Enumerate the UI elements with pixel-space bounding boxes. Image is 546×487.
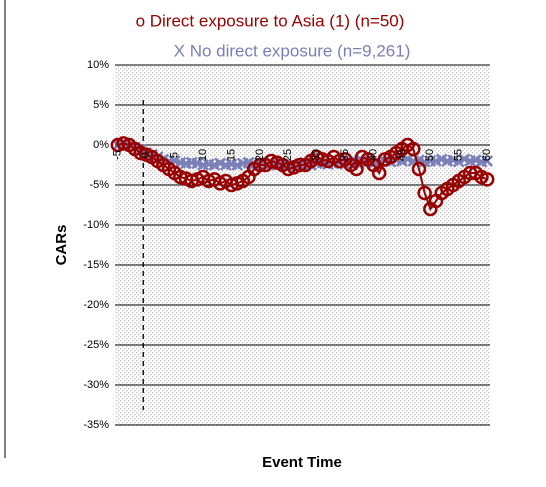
x-tick-label: 15: [225, 149, 237, 161]
y-tick-label: -15%: [83, 259, 109, 271]
y-tick-label: -30%: [83, 379, 109, 391]
x-tick-label: 30: [311, 149, 323, 161]
marker: [406, 141, 421, 157]
x-tick-label: 35: [339, 149, 351, 161]
y-tick-label: 10%: [87, 59, 109, 71]
y-axis-title: CARs: [53, 225, 70, 266]
marker: [481, 155, 494, 167]
x-tick-label: -5: [112, 150, 124, 160]
x-tick-label: 55: [453, 149, 465, 161]
y-tick-label: 0%: [93, 139, 109, 151]
x-tick-label: 40: [367, 149, 379, 161]
y-tick-label: 5%: [93, 99, 109, 111]
legend-entry: X No direct exposure (n=9,261): [174, 41, 411, 60]
x-tick-label: 50: [424, 149, 436, 161]
x-tick-label: 20: [254, 149, 266, 161]
x-tick-label: 60: [481, 149, 493, 161]
marker: [479, 172, 495, 187]
x-tick-label: 10: [197, 149, 209, 161]
y-tick-label: -25%: [83, 339, 109, 351]
plot-area: [115, 65, 490, 425]
marker: [371, 165, 387, 181]
legend-entry: o Direct exposure to Asia (1) (n=50): [136, 11, 405, 30]
x-tick-label: 45: [396, 149, 408, 161]
x-tick-label: 5: [169, 152, 181, 158]
marker: [417, 185, 432, 201]
y-tick-label: -10%: [83, 219, 109, 231]
x-tick-label: 0: [140, 152, 152, 158]
marker: [411, 161, 427, 177]
x-tick-label: 25: [282, 149, 294, 161]
x-axis-title: Event Time: [262, 454, 342, 471]
y-tick-label: -20%: [83, 299, 109, 311]
marker: [349, 161, 364, 177]
y-tick-label: -35%: [83, 419, 109, 431]
y-tick-label: -5%: [89, 179, 109, 191]
